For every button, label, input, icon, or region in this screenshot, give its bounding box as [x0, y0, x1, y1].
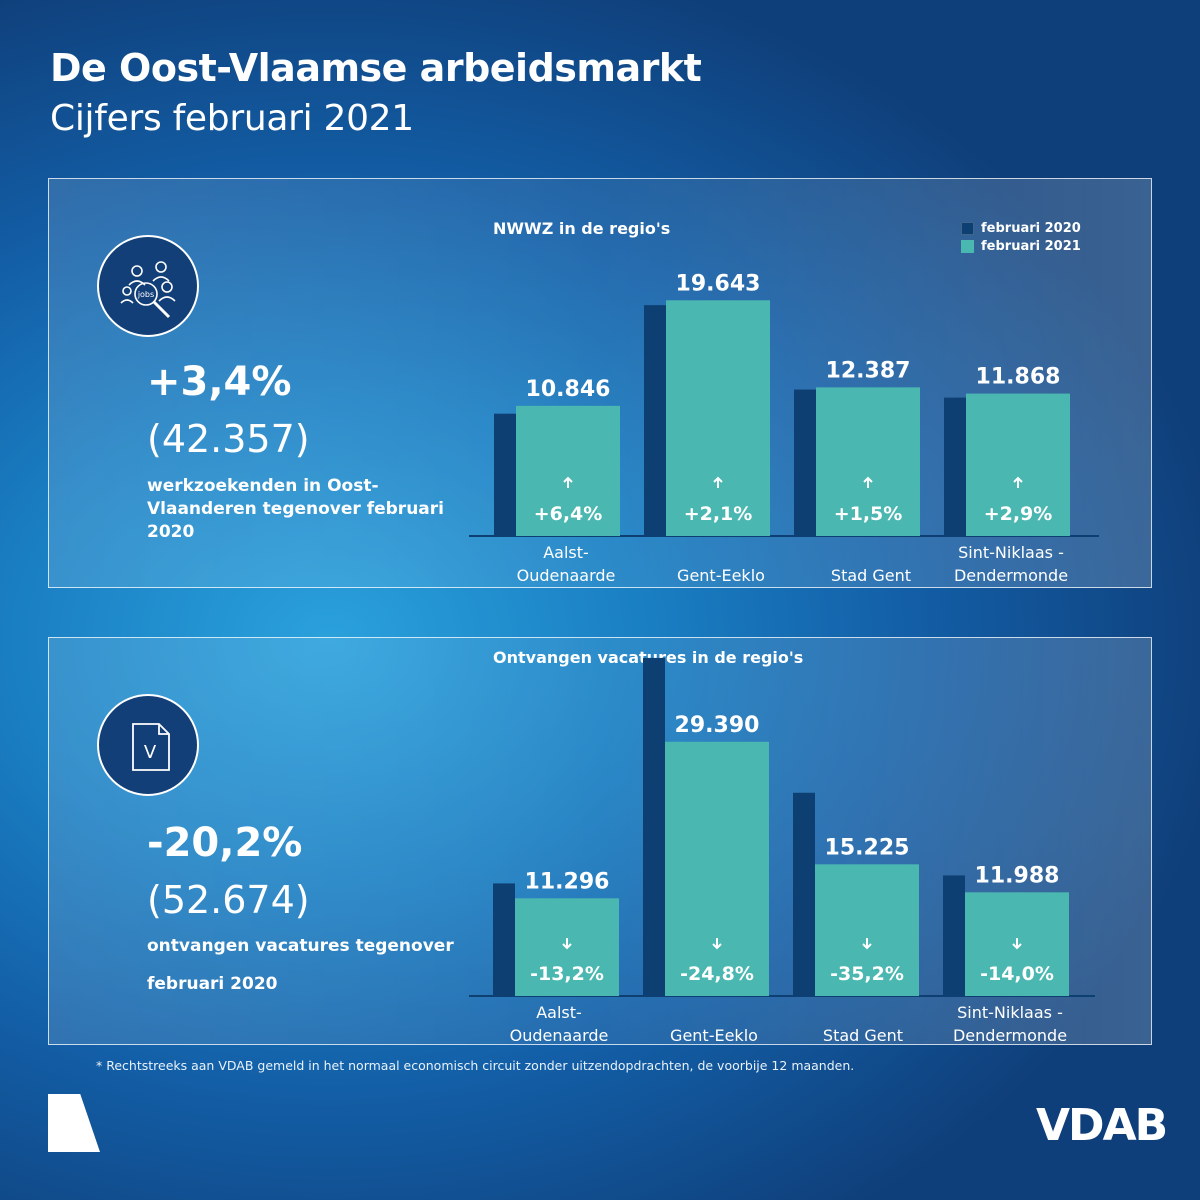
category-tick-label: Gent-Eeklo [670, 1026, 758, 1045]
chart-title-nwwz: NWWZ in de regio's [493, 219, 671, 238]
category-tick-label: Aalst- [543, 543, 589, 562]
bar-2020 [794, 389, 816, 536]
flemish-government-logo [48, 1094, 100, 1152]
legend-swatch [961, 239, 974, 253]
vacancy-document-icon: V [97, 694, 199, 796]
bar-value-label: 19.643 [676, 271, 761, 296]
arrow-up-icon [1013, 476, 1023, 488]
category-tick-label: Dendermonde [954, 566, 1068, 585]
arrow-up-icon [863, 476, 873, 488]
chart-title-vacancies: Ontvangen vacatures in de regio's [493, 648, 804, 667]
legend-item-2020: februari 2020 [961, 219, 1081, 237]
footnote: * Rechtstreeks aan VDAB gemeld in het no… [96, 1058, 855, 1073]
arrow-up-icon [563, 476, 573, 488]
arrow-up-icon [713, 476, 723, 488]
bar-2020 [643, 657, 665, 996]
jobseekers-panel: jobs +3,4% (42.357) werkzoekenden in Oos… [48, 178, 1152, 588]
bar-value-label: 12.387 [826, 358, 911, 383]
bar-value-label: 10.846 [526, 377, 611, 402]
arrow-down-icon [1012, 938, 1022, 950]
bar-2020 [944, 397, 966, 536]
bar-2021 [516, 405, 620, 536]
jobseekers-description: werkzoekenden in Oost-Vlaanderen tegenov… [147, 476, 444, 542]
jobseekers-total: (42.357) [147, 417, 310, 461]
bar-2021 [666, 300, 770, 536]
svg-text:jobs: jobs [137, 290, 154, 299]
bar-2021 [665, 741, 769, 996]
bar-2020 [493, 883, 515, 996]
jobseekers-change-pct: +3,4% [147, 359, 292, 405]
vacancies-bar-chart-svg: 11.296 -13,2% Aalst- Oudenaarde 29.390 -24,8%… [469, 657, 1095, 1045]
bar-value-label: 11.296 [525, 869, 610, 894]
category-tick-label: Stad Gent [823, 1026, 903, 1045]
category-tick-label: Stad Gent [831, 566, 911, 585]
bar-change-label: +6,4% [534, 503, 603, 525]
category-tick-label: Aalst- [536, 1003, 582, 1022]
legend-label: februari 2021 [981, 238, 1081, 254]
vacancies-panel: V -20,2% (52.674) ontvangen vacatures te… [48, 637, 1152, 1045]
vdab-logo: VDAB [1036, 1100, 1168, 1151]
page-title: De Oost-Vlaamse arbeidsmarkt [50, 46, 702, 90]
category-tick-label: Oudenaarde [510, 1026, 609, 1045]
bar-value-label: 11.868 [976, 365, 1061, 390]
category-tick-label: Sint-Niklaas - [957, 1003, 1063, 1022]
chart-legend: februari 2020 februari 2021 [961, 219, 1081, 255]
bar-2021 [815, 864, 919, 996]
jobseekers-jobs-magnifier-icon: jobs [97, 235, 199, 337]
vacancies-description-2: februari 2020 [147, 974, 278, 994]
category-tick-label: Dendermonde [953, 1026, 1067, 1045]
bar-change-label: -24,8% [680, 963, 754, 985]
bar-change-label: +2,9% [984, 503, 1053, 525]
vacancies-total: (52.674) [147, 878, 310, 922]
legend-swatch [961, 221, 974, 235]
bar-2020 [943, 875, 965, 996]
bar-2020 [494, 413, 516, 536]
svg-text:V: V [144, 742, 157, 763]
vacancies-description: ontvangen vacatures tegenover [147, 936, 454, 956]
nwwz-bar-chart-svg: 10.846 +6,4% Aalst- Oudenaarde 19.643 +2,1% Ge… [469, 271, 1099, 585]
bar-value-label: 29.390 [675, 713, 760, 738]
category-tick-label: Oudenaarde [517, 566, 616, 585]
bar-2021 [816, 387, 920, 536]
bar-change-label: -13,2% [530, 963, 604, 985]
arrow-down-icon [862, 938, 872, 950]
arrow-down-icon [712, 938, 722, 950]
bar-change-label: -35,2% [830, 963, 904, 985]
legend-label: februari 2020 [981, 220, 1081, 236]
category-tick-label: Sint-Niklaas - [958, 543, 1064, 562]
bar-change-label: -14,0% [980, 963, 1054, 985]
bar-value-label: 15.225 [825, 835, 910, 860]
category-tick-label: Gent-Eeklo [677, 566, 765, 585]
bar-2020 [793, 792, 815, 996]
vacancies-change-pct: -20,2% [147, 820, 303, 866]
page-subtitle: Cijfers februari 2021 [50, 98, 414, 139]
bar-change-label: +2,1% [684, 503, 753, 525]
arrow-down-icon [562, 938, 572, 950]
bar-change-label: +1,5% [834, 503, 903, 525]
legend-item-2021: februari 2021 [961, 237, 1081, 255]
bar-2020 [644, 305, 666, 536]
bar-2021 [966, 393, 1070, 536]
bar-value-label: 11.988 [975, 863, 1060, 888]
